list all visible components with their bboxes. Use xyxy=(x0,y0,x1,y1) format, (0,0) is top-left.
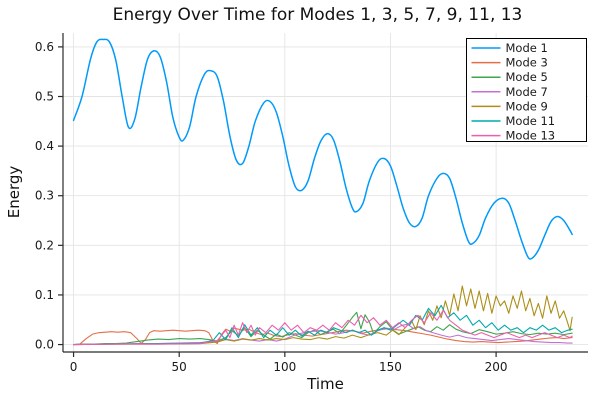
y-axis-label: Energy xyxy=(5,165,23,219)
y-tick-label: 0.6 xyxy=(35,40,54,54)
series-line-mode-9 xyxy=(73,285,573,346)
legend-label: Mode 9 xyxy=(506,99,548,113)
series-line-mode-11 xyxy=(73,304,573,346)
legend-entry: Mode 9 xyxy=(471,99,548,113)
x-tick-label: 150 xyxy=(379,360,402,374)
legend-entry: Mode 5 xyxy=(471,70,548,84)
x-tick-label: 0 xyxy=(70,360,78,374)
x-tick-label: 200 xyxy=(485,360,508,374)
series-line-mode-1 xyxy=(72,38,573,260)
y-tick-label: 0.1 xyxy=(35,288,54,302)
axes: 0 50 100 150 200 0.0 0.1 0.2 0.3 0.4 0.5 0.6 xyxy=(35,33,588,374)
legend-label: Mode 7 xyxy=(506,85,548,99)
series-line-mode-5 xyxy=(73,311,573,346)
legend-label: Mode 1 xyxy=(506,41,548,55)
y-tick-label: 0.0 xyxy=(35,338,54,352)
legend-entry: Mode 13 xyxy=(471,129,556,143)
series-group xyxy=(72,38,573,346)
y-tick-label: 0.3 xyxy=(35,189,54,203)
y-tick-label: 0.4 xyxy=(35,139,54,153)
y-tick-label: 0.5 xyxy=(35,90,54,104)
series-line-mode-13 xyxy=(73,309,573,346)
legend-label: Mode 11 xyxy=(506,114,556,128)
legend-entry: Mode 1 xyxy=(471,41,548,55)
x-tick-label: 50 xyxy=(172,360,187,374)
legend-entry: Mode 7 xyxy=(471,85,548,99)
legend-box xyxy=(466,38,587,142)
legend-label: Mode 3 xyxy=(506,56,548,70)
legend-label: Mode 5 xyxy=(506,70,548,84)
legend-label: Mode 13 xyxy=(506,129,556,143)
legend-entry: Mode 11 xyxy=(471,114,556,128)
x-axis-label: Time xyxy=(307,375,344,393)
y-tick-label: 0.2 xyxy=(35,238,54,252)
x-tick-label: 100 xyxy=(273,360,296,374)
legend-entry: Mode 3 xyxy=(471,56,548,70)
chart-title: Energy Over Time for Modes 1, 3, 5, 7, 9… xyxy=(112,5,523,25)
